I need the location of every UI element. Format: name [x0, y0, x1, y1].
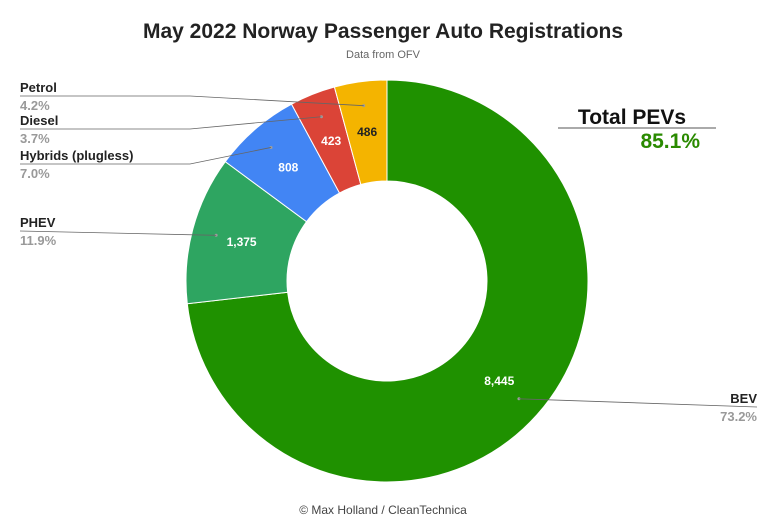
leader-line: [20, 95, 364, 107]
leader-lines: [19, 95, 758, 408]
category-percent: 11.9%: [20, 233, 57, 248]
category-name: Petrol: [20, 80, 57, 95]
category-percent: 4.2%: [20, 98, 50, 113]
category-percent: 7.0%: [20, 166, 50, 181]
slice-value-label: 486: [357, 125, 377, 139]
donut-slices: [185, 79, 589, 483]
leader-line: [518, 398, 758, 408]
total-pevs-annotation: Total PEVs 85.1%: [558, 106, 716, 153]
category-percent: 3.7%: [20, 131, 50, 146]
slice-value-label: 808: [278, 160, 298, 174]
chart-title: May 2022 Norway Passenger Auto Registrat…: [143, 20, 623, 43]
category-labels: BEV 73.2% PHEV 11.9% Hybrids (plugless) 7.0% D…: [20, 80, 757, 424]
slice-petrol: [333, 79, 388, 186]
category-name: Hybrids (plugless): [20, 148, 133, 163]
leader-line: [20, 116, 322, 130]
category-name: BEV: [730, 391, 757, 406]
chart-footer: © Max Holland / CleanTechnica: [299, 503, 467, 517]
total-pevs-value: 85.1%: [640, 130, 700, 153]
slice-value-label: 1,375: [227, 235, 257, 249]
slice-value-label: 423: [321, 134, 341, 148]
category-name: PHEV: [20, 215, 56, 230]
slice-value-label: 8,445: [484, 374, 514, 388]
slice-bev: [186, 79, 589, 483]
category-percent: 73.2%: [720, 409, 757, 424]
slice-value-labels: 8,445 1,375 808 423 486: [227, 125, 515, 388]
category-name: Diesel: [20, 113, 58, 128]
total-pevs-label: Total PEVs: [578, 106, 686, 129]
leader-line: [20, 147, 272, 165]
leader-line: [19, 230, 217, 236]
chart-subtitle: Data from OFV: [346, 49, 421, 61]
